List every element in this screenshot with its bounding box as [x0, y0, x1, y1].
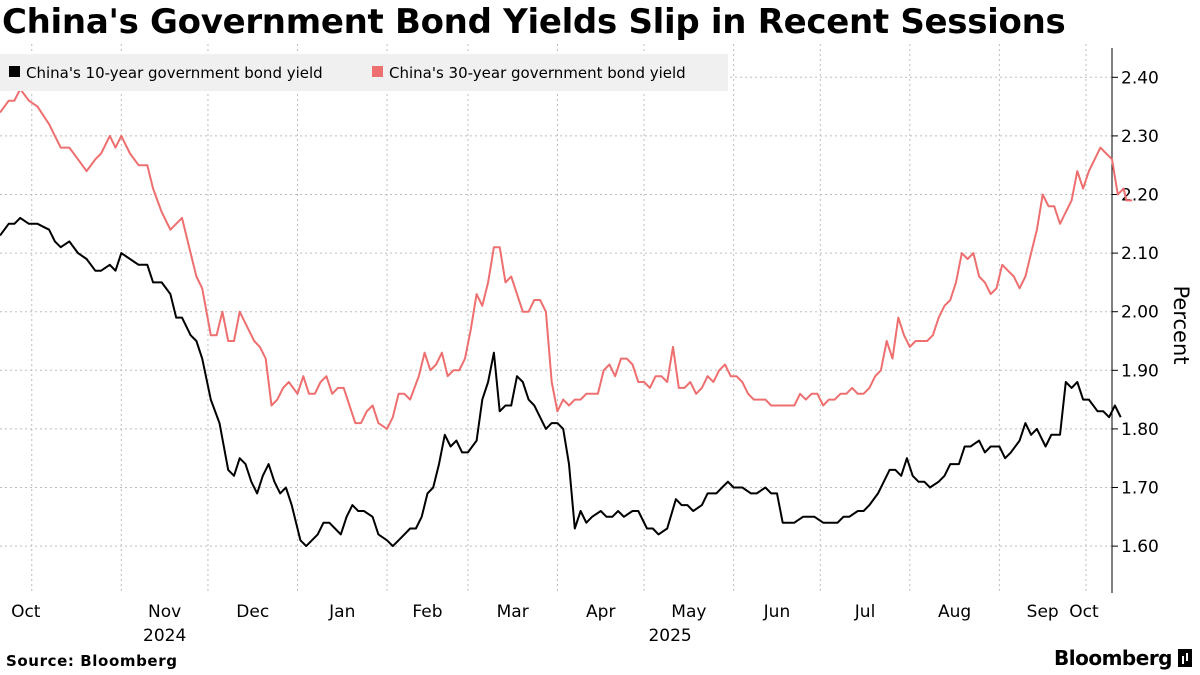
x-tick-label: Sep	[1027, 602, 1059, 622]
y-tick-label: 1.80	[1121, 420, 1159, 440]
bloomberg-logo: Bloomberg	[1054, 646, 1192, 670]
x-tick-label: Aug	[938, 602, 971, 622]
bloomberg-mark-icon	[1178, 649, 1192, 667]
legend: China's 10-year government bond yield Ch…	[0, 54, 728, 91]
legend-label-30y: China's 30-year government bond yield	[389, 64, 686, 82]
y-tick-label: 1.60	[1121, 537, 1159, 557]
gridlines	[0, 44, 1112, 593]
series-line-30y	[0, 88, 1133, 430]
chart-title: China's Government Bond Yields Slip in R…	[2, 2, 1066, 42]
legend-background	[0, 54, 728, 91]
series-lines	[0, 88, 1133, 548]
x-tick-label: Mar	[497, 602, 529, 622]
legend-swatch-10y	[9, 66, 20, 77]
x-tick-label: Apr	[586, 602, 615, 622]
x-year-label: 2025	[648, 626, 691, 646]
x-tick-label: Jun	[763, 602, 791, 622]
x-tick-label: Oct	[1069, 602, 1099, 622]
axes: 2.40 2.30 2.20 2.10 2.00 1.90 1.80 1.70 1.60 Oct N…	[11, 48, 1159, 646]
series-line-10y	[0, 216, 1122, 548]
y-tick-label: 2.10	[1121, 244, 1159, 264]
x-tick-label: Jan	[328, 602, 355, 622]
brand-name: Bloomberg	[1054, 646, 1172, 670]
y-tick-label: 2.00	[1121, 303, 1159, 323]
x-tick-label: Jul	[854, 602, 876, 622]
y-axis-label: Percent	[1169, 285, 1193, 364]
y-tick-label: 2.20	[1121, 186, 1159, 206]
x-year-label: 2024	[143, 626, 186, 646]
x-tick-label: Nov	[148, 602, 181, 622]
x-tick-label: Oct	[11, 602, 41, 622]
y-tick-label: 1.90	[1121, 361, 1159, 381]
x-tick-label: Feb	[412, 602, 442, 622]
source-note: Source: Bloomberg	[6, 652, 178, 670]
legend-label-10y: China's 10-year government bond yield	[26, 64, 323, 82]
y-tick-label: 1.70	[1121, 479, 1159, 499]
y-tick-label: 2.30	[1121, 127, 1159, 147]
x-tick-label: Dec	[236, 602, 269, 622]
x-tick-label: May	[671, 602, 706, 622]
legend-swatch-30y	[372, 66, 383, 77]
y-tick-label: 2.40	[1121, 68, 1159, 88]
